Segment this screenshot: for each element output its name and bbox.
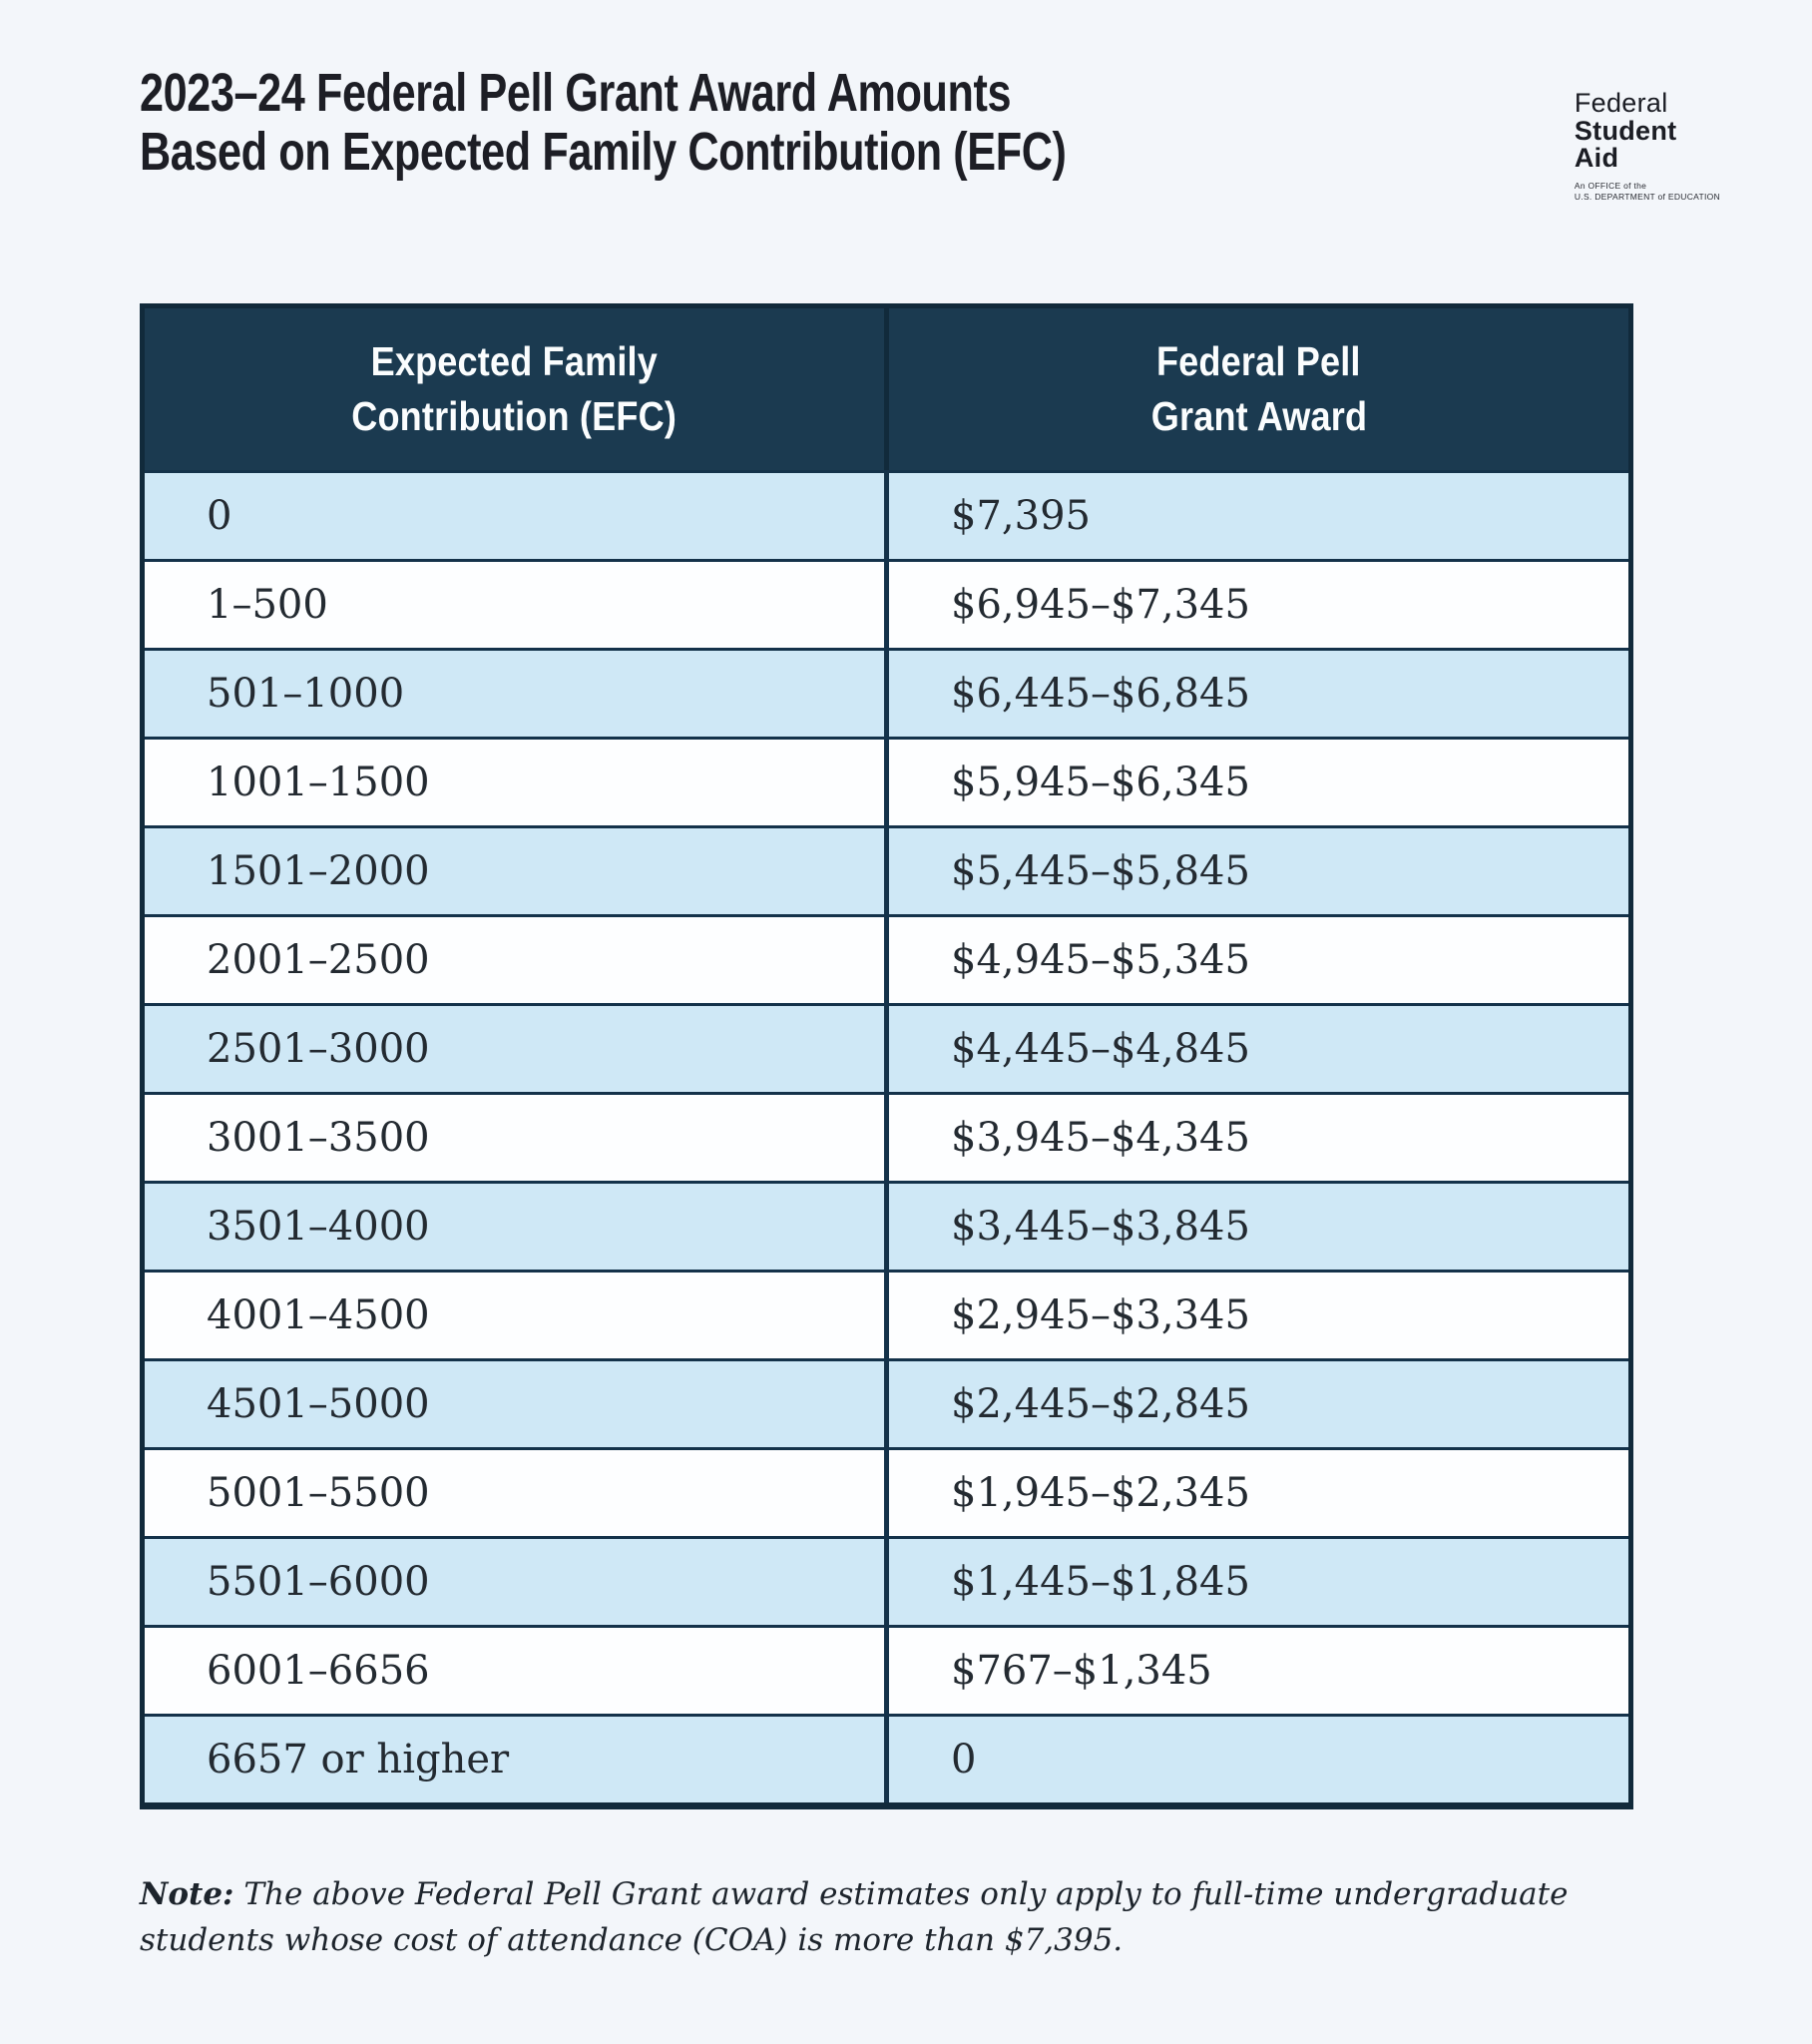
efc-range-cell: 6001–6656 [145,1627,889,1714]
page-title-line-1: 2023–24 Federal Pell Grant Award Amounts [140,63,1012,123]
grant-award-cell: $1,945–$2,345 [951,1469,1250,1516]
grant-award-cell: $4,445–$4,845 [951,1025,1250,1072]
efc-range-cell: 6657 or higher [145,1716,889,1802]
efc-range-cell: 2001–2500 [145,916,889,1003]
column-header-efc: Expected Family Contribution (EFC) [145,307,889,470]
column-header-efc-line-1: Expected Family [370,338,659,385]
pell-grant-award-table: Expected Family Contribution (EFC) Feder… [140,302,1633,1809]
table-row: 4501–5000 $2,445–$2,845 [145,1357,1628,1447]
table-row: 0 $7,395 [145,469,1628,559]
table-row: 6001–6656 $767–$1,345 [145,1624,1628,1714]
table-row: 1501–2000 $5,445–$5,845 [145,824,1628,914]
grant-award-cell: $5,445–$5,845 [951,847,1250,894]
column-header-award: Federal Pell Grant Award [889,308,1628,470]
grant-award-cell: $3,445–$3,845 [951,1203,1250,1250]
efc-range-cell: 3001–3500 [145,1094,889,1181]
page-header: 2023–24 Federal Pell Grant Award Amounts… [0,0,1812,204]
table-row: 1–500 $6,945–$7,345 [145,558,1628,648]
table-body: 0 $7,395 1–500 $6,945–$7,345 501–1000 $6… [145,469,1628,1802]
column-header-efc-line-2: Contribution (EFC) [351,392,678,439]
grant-award-cell: $5,945–$6,345 [951,759,1250,805]
table-row: 1001–1500 $5,945–$6,345 [145,736,1628,825]
table-row: 5001–5500 $1,945–$2,345 [145,1446,1628,1536]
table-row: 3001–3500 $3,945–$4,345 [145,1091,1628,1181]
grant-award-cell: $4,945–$5,345 [951,936,1250,983]
footnote-text: The above Federal Pell Grant award estim… [140,1875,1569,1959]
efc-range-cell: 3501–4000 [145,1183,889,1270]
table-row: 2001–2500 $4,945–$5,345 [145,913,1628,1003]
grant-award-cell: $7,395 [951,492,1091,539]
column-header-award-line-1: Federal Pell [1156,338,1361,385]
grant-award-cell: $2,945–$3,345 [951,1291,1250,1338]
efc-range-cell: 2501–3000 [145,1005,889,1092]
grant-award-cell: $6,445–$6,845 [951,670,1250,717]
grant-award-cell: $6,945–$7,345 [951,581,1250,628]
table-row: 4001–4500 $2,945–$3,345 [145,1269,1628,1358]
logo-tagline-line-1: An OFFICE of the [1574,180,1647,191]
logo-word-federal: Federal [1574,88,1668,118]
footnote-label: Note: [140,1875,234,1912]
efc-range-cell: 5001–5500 [145,1449,889,1536]
page-title: 2023–24 Federal Pell Grant Award Amounts… [140,63,1298,183]
table-row: 5501–6000 $1,445–$1,845 [145,1535,1628,1625]
grant-award-cell: $3,945–$4,345 [951,1114,1250,1161]
table-header-row: Expected Family Contribution (EFC) Feder… [145,307,1628,470]
footnote: Note: The above Federal Pell Grant award… [140,1871,1702,1964]
grant-award-cell: $1,445–$1,845 [951,1558,1250,1605]
efc-range-cell: 4001–4500 [145,1272,889,1358]
efc-range-cell: 4501–5000 [145,1360,889,1447]
column-header-award-line-2: Grant Award [1150,392,1367,439]
federal-student-aid-logo: Federal Student Aid An OFFICE of the U.S… [1574,88,1720,204]
efc-range-cell: 5501–6000 [145,1538,889,1625]
logo-word-aid: Aid [1574,143,1619,174]
logo-tagline-line-2: U.S. DEPARTMENT of EDUCATION [1574,192,1720,203]
efc-range-cell: 0 [145,472,889,559]
efc-range-cell: 1501–2000 [145,827,889,914]
efc-range-cell: 1001–1500 [145,739,889,825]
efc-range-cell: 501–1000 [145,650,889,737]
table-row: 6657 or higher 0 [145,1713,1628,1802]
logo-tagline: An OFFICE of the U.S. DEPARTMENT of EDUC… [1575,181,1720,204]
grant-award-cell: $2,445–$2,845 [951,1380,1250,1427]
grant-award-cell: 0 [951,1736,977,1783]
table-row: 3501–4000 $3,445–$3,845 [145,1180,1628,1270]
efc-range-cell: 1–500 [145,561,889,648]
logo-word-student: Student [1574,115,1677,146]
table-row: 2501–3000 $4,445–$4,845 [145,1002,1628,1092]
grant-award-cell: $767–$1,345 [951,1647,1212,1694]
page-title-line-2: Based on Expected Family Contribution (E… [140,122,1067,183]
table-row: 501–1000 $6,445–$6,845 [145,647,1628,737]
